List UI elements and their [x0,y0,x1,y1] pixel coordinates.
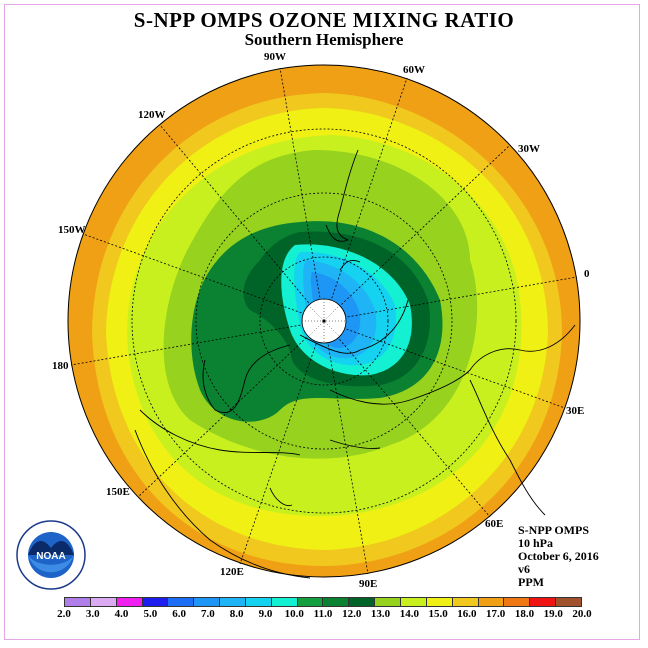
colorbar-tick-label: 13.0 [370,608,391,620]
colorbar-segment [271,598,298,606]
colorbar-tick-label: 4.0 [114,608,129,620]
colorbar-segment [530,598,557,606]
colorbar-tick-label: 8.0 [229,608,244,620]
colorbar-segment [452,598,479,606]
map-boundary [67,64,581,578]
coastlines [134,149,576,579]
colorbar-segment [194,598,221,606]
lon-label-90e: 90E [359,578,378,590]
map-title: S-NPP OMPS OZONE MIXING RATIO [133,8,515,32]
lon-label-90w: 90W [264,51,286,63]
lon-label-120e: 120E [220,566,244,578]
colorbar-segment [349,598,376,606]
colorbar-segment [426,598,453,606]
colorbar-tick-label: 6.0 [172,608,186,620]
colorbar-segment [478,598,505,606]
colorbar-tick-label: 10.0 [284,608,304,620]
south-pole-dot [322,319,326,323]
info-units: PPM [518,575,544,589]
colorbar-tick-label: 15.0 [428,608,448,620]
colorbar-tick-label: 14.0 [399,608,419,620]
colorbar-tick-label: 17.0 [486,608,506,620]
colorbar-segment [245,598,272,606]
logo-text: NOAA [36,551,65,562]
info-date: October 6, 2016 [518,549,599,563]
lon-label-60e: 60E [485,518,504,530]
noaa-logo-icon: NOAA [16,520,86,590]
colorbar-segment [400,598,427,606]
colorbar-segment [90,598,117,606]
product-info: S-NPP OMPS 10 hPa October 6, 2016 v6 PPM [518,524,599,589]
colorbar-tick-label: 19.0 [543,608,563,620]
colorbar-tick-label: 3.0 [85,608,100,620]
lon-label-30e: 30E [566,405,585,417]
map-subtitle: Southern Hemisphere [244,30,404,49]
info-version: v6 [518,562,530,576]
colorbar-tick-label: 9.0 [258,608,273,620]
lon-label-120w: 120W [138,109,166,121]
lon-label-0: 0 [584,268,590,280]
colorbar-segment [297,598,324,606]
colorbar-tick-label: 20.0 [572,608,592,620]
graticule [70,67,578,575]
colorbar-segment [220,598,246,606]
lon-label-30w: 30W [518,143,540,155]
colorbar-tick-label: 12.0 [342,608,362,620]
colorbar [64,597,582,607]
colorbar-segment [504,598,531,606]
info-instrument: S-NPP OMPS [518,523,589,537]
colorbar-segment [116,598,143,606]
info-level: 10 hPa [518,536,554,550]
colorbar-tick-label: 7.0 [201,608,215,620]
colorbar-segment [375,598,401,606]
lon-label-150w: 150W [58,224,86,236]
colorbar-tick-label: 5.0 [143,608,158,620]
colorbar-ticks: 2.0 3.0 4.0 5.0 6.0 7.0 8.0 9.0 10.0 11.0 12.0 13.0… [57,608,592,622]
lon-label-60w: 60W [403,64,425,76]
figure-frame [4,4,640,640]
colorbar-tick-label: 2.0 [57,608,71,620]
colorbar-segment [556,598,581,606]
lon-label-180: 180 [52,360,69,372]
colorbar-segment [142,598,169,606]
colorbar-segment [323,598,350,606]
colorbar-tick-label: 16.0 [457,608,477,620]
lon-label-150e: 150E [106,486,130,498]
colorbar-tick-label: 18.0 [514,608,535,620]
colorbar-segment [65,598,91,606]
colorbar-tick-label: 11.0 [313,608,333,620]
colorbar-segment [168,598,195,606]
